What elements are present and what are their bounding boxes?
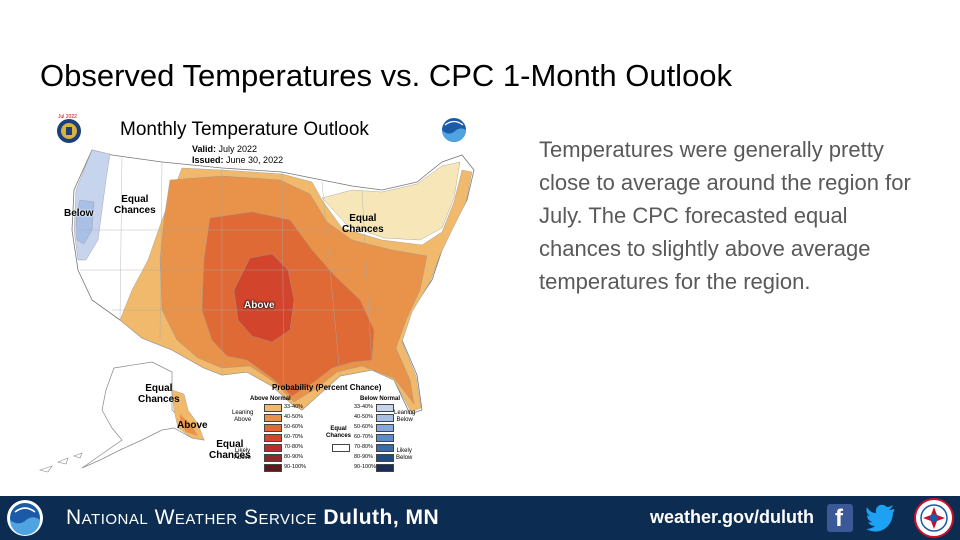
legend-likely-above-2: Above	[234, 455, 252, 461]
probability-legend: Probability (Percent Chance) Above Norma…	[232, 380, 420, 484]
legend-likely-below-1: Likely	[396, 448, 412, 454]
legend-below-label: 70-80%	[354, 444, 373, 450]
doc-seal	[57, 119, 81, 143]
label-above-central: Above	[244, 300, 275, 311]
legend-equal-2: Chances	[326, 433, 352, 439]
label-equal-alaska: Equal Chances	[138, 383, 180, 405]
issued-line: Issued: June 30, 2022	[192, 155, 283, 165]
legend-below-swatch	[376, 454, 394, 462]
label-above-alaska: Above	[177, 420, 208, 431]
legend-above-swatch	[264, 444, 282, 452]
issued-value: June 30, 2022	[226, 155, 284, 165]
facebook-glyph: f	[835, 505, 843, 532]
facebook-icon[interactable]: f	[827, 504, 853, 532]
badge-date: Jul 2022	[58, 114, 77, 120]
alaska-outline	[81, 361, 205, 469]
footer-bar: National Weather Service Duluth, MN weat…	[0, 496, 960, 540]
legend-below-label: 33-40%	[354, 404, 373, 410]
label-equal-northeast-2: Chances	[342, 224, 384, 235]
footer-org-prefix: National Weather Service	[66, 506, 318, 529]
label-equal-alaska-2: Chances	[138, 394, 180, 405]
legend-title: Probability (Percent Chance)	[272, 383, 382, 392]
legend-above-label: 80-90%	[284, 454, 303, 460]
commentary-text: Temperatures were generally pretty close…	[539, 137, 911, 294]
nws-logo-icon	[914, 498, 954, 538]
slide-title: Observed Temperatures vs. CPC 1-Month Ou…	[40, 58, 733, 93]
footer-office: Duluth, MN	[323, 506, 440, 529]
legend-below-swatch	[376, 414, 394, 422]
footer-org: National Weather Service Duluth, MN	[66, 506, 439, 530]
legend-above-swatch	[264, 424, 282, 432]
legend-below-swatch	[376, 464, 394, 472]
legend-equal-chances: Equal Chances	[326, 426, 351, 440]
legend-below-swatch	[376, 434, 394, 442]
legend-below-swatch	[376, 424, 394, 432]
issued-label: Issued:	[192, 155, 224, 165]
above-60-70-region	[233, 253, 295, 343]
label-below-west: Below	[64, 208, 94, 219]
legend-above-swatch	[264, 464, 282, 472]
label-equal-alaska-1: Equal	[145, 383, 173, 394]
legend-above-label: 50-60%	[284, 424, 303, 430]
label-equal-northwest: Equal Chances	[114, 194, 156, 216]
legend-leaning-above: Leaning Above	[232, 410, 253, 424]
valid-label: Valid:	[192, 144, 217, 154]
alaska-above-40-region	[180, 414, 198, 436]
legend-leaning-below-1: Leaning	[394, 410, 416, 416]
legend-leaning-above-1: Leaning	[232, 410, 254, 416]
legend-above-swatch	[264, 434, 282, 442]
legend-above-head: Above Normal	[250, 396, 291, 402]
label-equal-northwest-1: Equal	[121, 194, 149, 205]
northeast-equal-region	[321, 161, 461, 241]
legend-below-swatch	[376, 444, 394, 452]
outlook-map	[38, 118, 475, 473]
noaa-logo	[442, 118, 466, 142]
valid-value: July 2022	[218, 144, 258, 154]
legend-equal-1: Equal	[330, 426, 347, 432]
legend-equal-swatch	[332, 444, 350, 452]
legend-above-label: 90-100%	[284, 464, 307, 470]
legend-below-head: Below Normal	[360, 396, 401, 402]
legend-below-label: 60-70%	[354, 434, 373, 440]
label-equal-northwest-2: Chances	[114, 205, 156, 216]
label-equal-northeast: Equal Chances	[342, 213, 384, 235]
legend-likely-above: Likely Above	[234, 448, 251, 462]
legend-above-label: 33-40%	[284, 404, 303, 410]
legend-above-swatch	[264, 404, 282, 412]
aleutian-islands	[38, 452, 83, 473]
twitter-icon[interactable]	[866, 504, 896, 532]
legend-below-swatch	[376, 404, 394, 412]
legend-above-label: 60-70%	[284, 434, 303, 440]
legend-leaning-above-2: Above	[234, 417, 252, 423]
legend-leaning-below-2: Below	[396, 417, 413, 423]
legend-above-swatch	[264, 454, 282, 462]
legend-above-label: 40-50%	[284, 414, 303, 420]
footer-url-link[interactable]: weather.gov/duluth	[650, 507, 815, 527]
legend-likely-below: Likely Below	[396, 448, 412, 462]
outlook-map-panel: Jul 2022 Monthly Temperature Outlook Val…	[22, 110, 482, 486]
legend-below-label: 50-60%	[354, 424, 373, 430]
label-equal-aleutians-2: Chances	[209, 450, 251, 461]
legend-below-label: 40-50%	[354, 414, 373, 420]
legend-likely-above-1: Likely	[234, 448, 251, 454]
alaska-above-region	[171, 389, 205, 441]
legend-below-label: 80-90%	[354, 454, 373, 460]
legend-leaning-below: Leaning Below	[394, 410, 415, 424]
label-equal-aleutians-1: Equal	[216, 439, 244, 450]
legend-above-label: 70-80%	[284, 444, 303, 450]
valid-line: Valid: July 2022	[192, 144, 257, 154]
noaa-footer-logo-icon	[7, 500, 43, 536]
label-equal-northeast-1: Equal	[349, 213, 377, 224]
map-title: Monthly Temperature Outlook	[120, 119, 369, 140]
state-lines	[80, 155, 382, 401]
label-equal-aleutians: Equal Chances	[209, 439, 251, 461]
legend-above-swatch	[264, 414, 282, 422]
below-40-50-region	[75, 199, 95, 245]
legend-likely-below-2: Below	[396, 455, 413, 461]
legend-below-label: 90-100%	[354, 464, 377, 470]
